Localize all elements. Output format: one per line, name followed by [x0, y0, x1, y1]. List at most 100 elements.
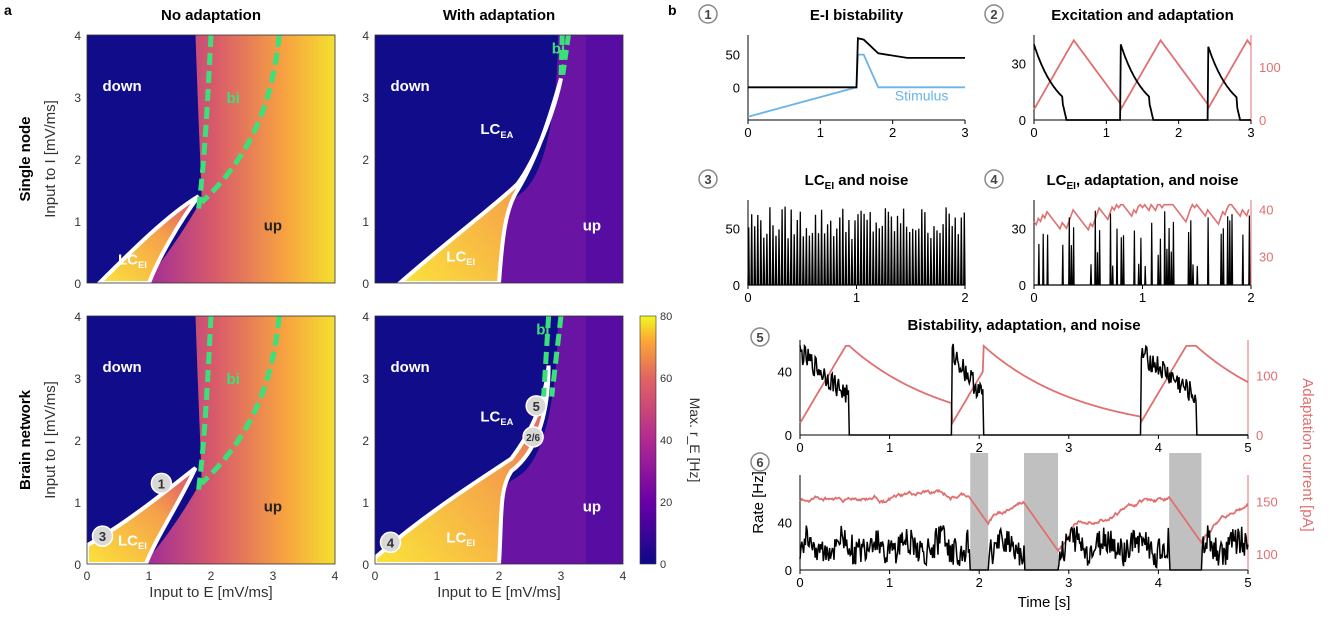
region-label-up: up [264, 498, 282, 515]
heatmap-frame [374, 315, 624, 565]
x-tick-label: 0 [84, 569, 91, 583]
panel-number-circle [984, 4, 1004, 24]
y-tick-label: 3 [74, 372, 81, 386]
y-tick-label: 1 [362, 496, 369, 510]
up-region-shade [585, 316, 623, 564]
x-tick-label: 3 [270, 569, 277, 583]
y-tick-label-right: 40 [1259, 202, 1273, 217]
panel-number-circle [984, 169, 1004, 189]
y-tick-label: 2 [362, 434, 369, 448]
col-title-no-adaptation: No adaptation [161, 7, 261, 24]
y-tick-label: 0 [785, 428, 792, 443]
x-tick-label: 2 [889, 125, 896, 140]
x-tick-label: 0 [744, 290, 751, 305]
panel-title: E-I bistability [810, 7, 904, 24]
rate-trace [799, 343, 1248, 436]
x-tick-label: 2 [961, 290, 968, 305]
region-label-down: down [103, 78, 142, 95]
panel-number: 3 [704, 172, 711, 187]
y-tick-label-right: 0 [1256, 428, 1263, 443]
colorbar-gradient [639, 315, 657, 565]
y-tick-label: 1 [74, 496, 81, 510]
y-tick-label: 2 [362, 153, 369, 167]
y-tick-label: 0 [733, 80, 740, 95]
heatmap-frame [86, 34, 336, 284]
x-tick-label: 4 [1155, 440, 1162, 455]
marker-circle [525, 395, 547, 417]
heatmap-area [87, 316, 335, 564]
adaptation-trace [1033, 38, 1252, 113]
lc-ei-region [87, 466, 198, 564]
heatmap-area [375, 35, 623, 283]
marker-circle [150, 472, 173, 495]
y-axis-label: Rate [Hz] [750, 471, 767, 534]
y-tick-label: 0 [1019, 113, 1026, 128]
heatmap-panel-4: down bi up LCEI LCEA 00 1 1 2 2 3 3 4 4 Input to E [mV… [362, 310, 626, 601]
region-label-down: down [103, 359, 142, 376]
panel-title: Bistability, adaptation, and noise [907, 317, 1140, 334]
x-tick-label: 1 [1139, 290, 1146, 305]
panel-title: LCEI and noise [805, 172, 909, 192]
panel-b-label: b [668, 2, 677, 18]
region-label-lc-ei: LCEI [446, 248, 475, 267]
x-tick-label: 2 [1247, 290, 1254, 305]
x-tick-label: 2 [496, 569, 503, 583]
colorbar-tick-label: 0 [660, 559, 666, 571]
y-axis-label: Input to I [mV/ms] [42, 100, 59, 218]
colorbar-tick-label: 40 [660, 435, 672, 447]
row-title-brain-network: Brain network [17, 389, 34, 490]
x-tick-label: 1 [434, 569, 441, 583]
bistable-boundary-right [559, 35, 571, 79]
x-tick-label: 0 [372, 569, 379, 583]
region-label-down: down [391, 359, 430, 376]
x-axis-label: Input to E [mV/ms] [149, 584, 272, 601]
y-tick-label: 50 [726, 221, 740, 236]
heatmap-frame [374, 34, 624, 284]
region-label-bi: bi [536, 322, 549, 339]
shaded-interval [1169, 453, 1202, 570]
panel-number-circle [698, 169, 718, 189]
marker-circle [379, 531, 402, 554]
y-tick-label: 3 [74, 91, 81, 105]
panel-title: Excitation and adaptation [1051, 7, 1234, 24]
heatmap-frame [86, 315, 336, 565]
colorbar-tick-label: 60 [660, 373, 672, 385]
lc-ei-region [96, 194, 201, 283]
colorbar: 0 20 40 60 80 Max. r_E [Hz] [639, 311, 703, 571]
marker-label: 3 [99, 529, 106, 544]
rate-trace [1033, 44, 1251, 121]
x-axis-label: Time [s] [1018, 594, 1071, 611]
y-tick-label: 0 [1019, 278, 1026, 293]
y-tick-label: 0 [785, 563, 792, 578]
heatmap-area [87, 35, 335, 283]
heatmap-panel-3: down bi up LCEI 00 1 1 2 2 3 3 4 4 Input to I [mV/ms]… [42, 310, 339, 601]
region-label-lc-ea: LCEA [480, 408, 513, 427]
panel-number-circle [750, 327, 770, 347]
y-tick-label: 4 [74, 29, 81, 43]
y-tick-label-right: 30 [1259, 250, 1273, 265]
lc-region [396, 77, 563, 283]
y-tick-label: 40 [778, 365, 792, 380]
region-label-bi: bi [552, 41, 565, 58]
y-tick-label: 0 [74, 558, 81, 572]
x-axis-label: Input to E [mV/ms] [437, 584, 560, 601]
heatmap-area [375, 316, 623, 564]
y-tick-label: 4 [362, 29, 369, 43]
y-tick-label: 0 [733, 278, 740, 293]
stimulus-label: Stimulus [895, 87, 949, 103]
bistable-boundary-left [541, 316, 552, 397]
bistable-boundary-right [199, 35, 282, 205]
y-axis-label: Input to I [mV/ms] [42, 381, 59, 499]
region-label-bi: bi [227, 90, 240, 107]
y-axis-label-right: Adaptation current [pA] [1299, 378, 1316, 531]
x-tick-label: 5 [1244, 575, 1251, 590]
y-tick-label-right: 100 [1259, 60, 1281, 75]
x-tick-label: 0 [796, 440, 803, 455]
marker-label: 1 [158, 476, 165, 491]
region-label-up: up [583, 217, 601, 234]
heatmaps: down bi up LCEI 0 1 2 3 4 Input to I [mV/ms] down b… [42, 29, 627, 601]
up-region-shade [585, 35, 623, 283]
y-tick-label: 50 [726, 48, 740, 63]
